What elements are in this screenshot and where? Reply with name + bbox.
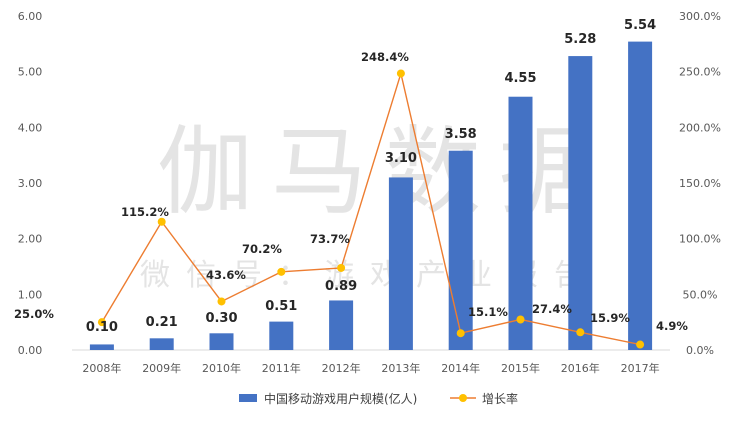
rate-value-label: 15.9% [590,311,630,325]
rate-value-label: 43.6% [206,268,246,282]
data-labels: 0.10 0.21 0.30 0.51 0.89 3.10 3.58 4.55 5.28 5.54… [14,18,688,335]
line-point [576,328,585,337]
y-left-tick-label: 3.00 [18,177,43,190]
legend: 中国移动游戏用户规模(亿人) 增长率 [239,391,518,406]
y-right-tick-label: 300.0% [679,10,721,23]
line-point [516,315,525,324]
bar-value-label: 4.55 [504,71,536,86]
y-left-tick-label: 2.00 [18,233,43,246]
watermark: 伽马数据 微信号：游戏产业报告 [140,116,613,293]
line-point [217,297,226,306]
x-tick-label: 2016年 [561,361,600,375]
rate-value-label: 15.1% [468,305,508,319]
x-tick-label: 2017年 [621,361,660,375]
x-tick-label: 2015年 [501,361,540,375]
bar [628,41,653,351]
line-series [97,69,645,349]
line-point [157,217,166,226]
rate-value-label: 73.7% [310,232,350,246]
bar [448,150,473,350]
line-point [456,329,465,338]
y-left-tick-label: 0.00 [18,344,43,357]
bar-series [89,41,653,351]
bar [388,177,413,350]
y-right-tick-label: 150.0% [679,177,721,190]
y-left-tick-label: 1.00 [18,288,43,301]
rate-value-label: 25.0% [14,307,54,321]
bar-value-label: 0.10 [86,320,118,335]
y-left-tick-label: 5.00 [18,66,43,79]
x-tick-label: 2012年 [322,361,361,375]
y-right-tick-label: 100.0% [679,233,721,246]
rate-value-label: 115.2% [121,205,169,219]
x-tick-label: 2010年 [202,361,241,375]
line-point [396,69,405,78]
rate-value-label: 4.9% [656,319,688,333]
bar [329,300,354,350]
line-point [277,267,286,276]
line-point [337,263,346,272]
x-tick-label: 2008年 [82,361,121,375]
rate-value-label: 70.2% [242,242,282,256]
y-left-tick-label: 4.00 [18,121,43,134]
x-tick-label: 2011年 [262,361,301,375]
x-tick-label: 2013年 [381,361,420,375]
y-right-tick-label: 0.0% [686,344,714,357]
x-tick-label: 2009年 [142,361,181,375]
bar [149,338,174,350]
rate-value-label: 248.4% [361,50,409,64]
bar [209,333,234,350]
y-right-tick-label: 50.0% [683,288,718,301]
bar-value-label: 0.51 [265,299,297,314]
bar-value-label: 3.10 [385,151,417,166]
y-right-tick-label: 250.0% [679,66,721,79]
bar [269,321,294,350]
y-right-tick-label: 200.0% [679,121,721,134]
bar-value-label: 0.30 [205,311,237,326]
bar-value-label: 5.28 [564,32,596,47]
legend-bar-label: 中国移动游戏用户规模(亿人) [264,391,417,406]
watermark-title: 伽马数据 [157,116,613,228]
legend-bar-swatch [239,394,257,402]
bar [89,344,114,350]
axes: 0.00 1.00 2.00 3.00 4.00 5.00 6.00 0.0% 50.0% 100… [18,10,721,375]
line-point [97,318,106,327]
bar-value-label: 0.89 [325,279,357,294]
bar [568,56,593,351]
bar-value-label: 5.54 [624,18,656,33]
legend-line-label: 增长率 [482,391,518,406]
line-point [636,340,645,349]
legend-marker [459,394,467,402]
bar-value-label: 3.58 [445,127,477,142]
bar [508,96,533,350]
bar-value-label: 0.21 [146,315,178,330]
rate-value-label: 27.4% [532,302,572,316]
y-left-tick-label: 6.00 [18,10,43,23]
x-tick-label: 2014年 [441,361,480,375]
growth-rate-line [101,70,641,346]
